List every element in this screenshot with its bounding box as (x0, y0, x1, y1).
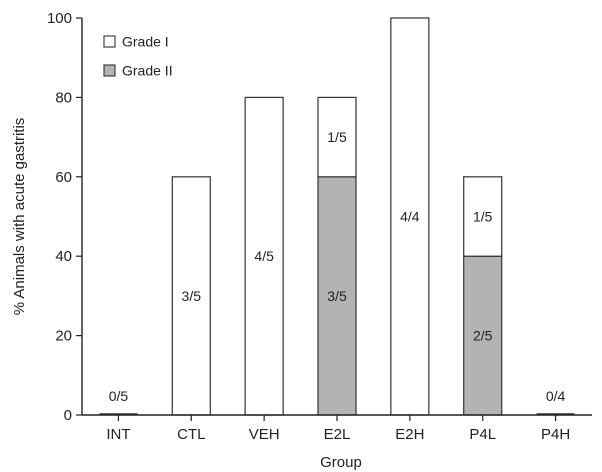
bar-data-label: 3/5 (182, 288, 202, 304)
y-axis: 0 20 40 60 80 100 (47, 10, 83, 424)
y-tick-label: 60 (55, 169, 72, 186)
data-labels: 3/5 2/5 3/5 4/5 1/5 4/4 1/5 0/5 0/4 (109, 129, 566, 404)
bar-data-label: 4/5 (254, 248, 274, 264)
legend-swatch (103, 35, 116, 48)
bar-grade-i (244, 96, 284, 416)
bar-data-label: 4/4 (400, 209, 420, 225)
bar-data-label: 1/5 (327, 129, 347, 145)
y-tick-label: 80 (55, 89, 72, 106)
bar-grade-ii (463, 255, 503, 416)
y-tick-label: 100 (47, 10, 72, 27)
y-axis-title: % Animals with acute gastritis (11, 118, 28, 316)
legend: Grade I Grade II (103, 34, 173, 79)
bar-data-label: 3/5 (327, 288, 347, 304)
x-tick-label: INT (106, 426, 130, 443)
x-axis: INT CTL VEH E2L E2H P4L P4H (82, 414, 592, 443)
bar-top-label: 0/4 (546, 388, 566, 404)
y-tick-label: 40 (55, 248, 72, 265)
bar-grade-i (463, 176, 503, 257)
x-tick-label: E2H (395, 426, 424, 443)
y-tick-label: 20 (55, 328, 72, 345)
bar-grade-i (390, 17, 430, 416)
bar-top-label: 0/5 (109, 388, 129, 404)
bars (99, 17, 575, 416)
bar-data-label: 2/5 (473, 328, 493, 344)
y-tick-label: 0 (64, 407, 72, 424)
x-tick-label: CTL (177, 426, 205, 443)
x-tick-label: E2L (324, 426, 351, 443)
legend-label: Grade II (122, 63, 173, 79)
bar-data-label: 1/5 (473, 209, 493, 225)
bar-grade-i (171, 176, 211, 416)
legend-label: Grade I (122, 34, 169, 50)
x-axis-title: Group (320, 454, 362, 471)
legend-swatch (103, 64, 116, 77)
x-tick-label: P4H (541, 426, 570, 443)
bar-grade-i (317, 96, 357, 178)
x-tick-label: P4L (469, 426, 496, 443)
x-tick-label: VEH (249, 426, 280, 443)
